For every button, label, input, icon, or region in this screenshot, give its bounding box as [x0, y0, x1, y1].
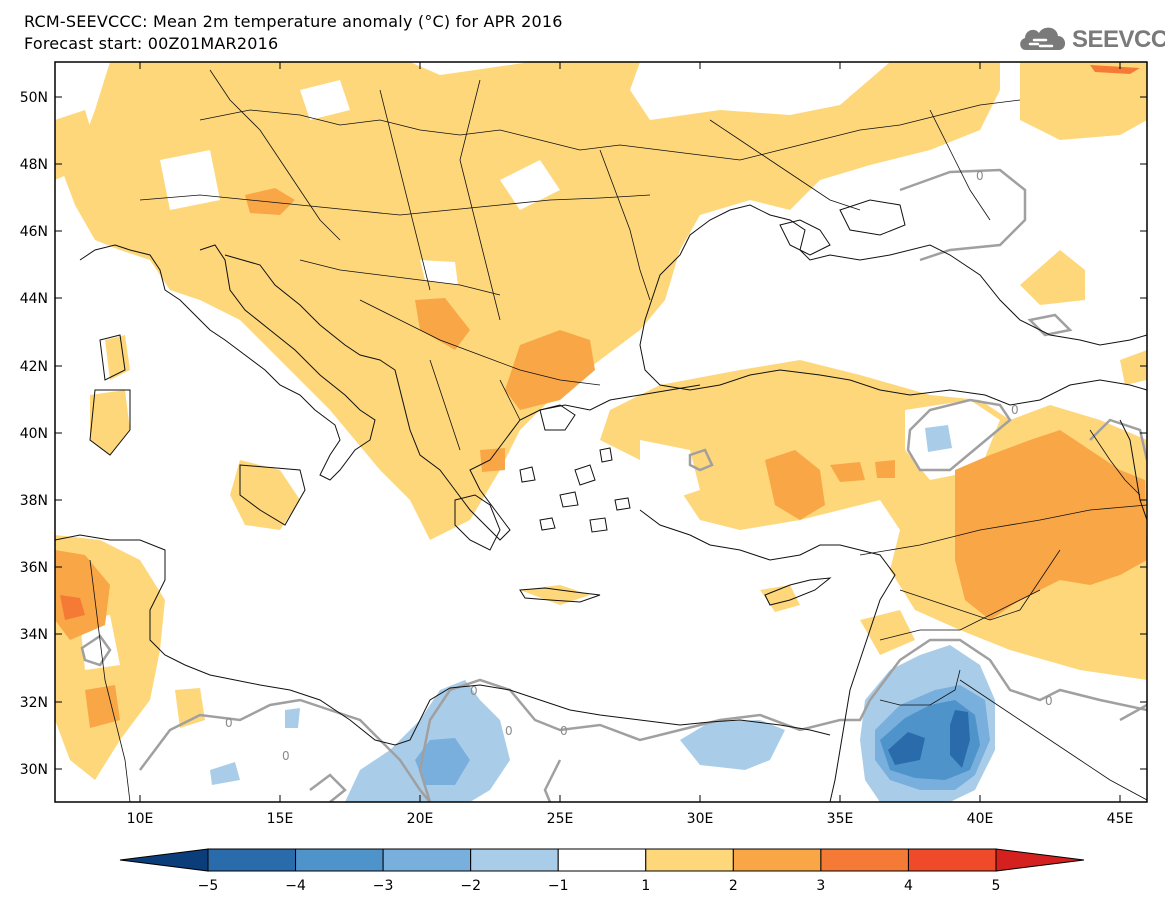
colorbar-tick-label: −5 [198, 878, 219, 894]
colorbar-segment [295, 848, 384, 872]
zero-contours [80, 168, 1147, 802]
colorbar-tick-label: −3 [373, 878, 394, 894]
colorbar-tick-label: −2 [460, 878, 481, 894]
country-borders [89, 69, 1147, 802]
lat-tick-labels: 50N 48N 46N 44N 42N 40N 38N 36N 34N 32N … [20, 90, 48, 778]
lat-tick-label: 50N [20, 90, 48, 106]
map-plot-area: 0 0 0 0 0 0 0 0 [55, 62, 1147, 802]
lat-tick-label: 30N [20, 762, 48, 778]
map-subtitle: Forecast start: 00Z01MAR2016 [24, 34, 279, 53]
colorbar-segment [820, 848, 909, 872]
colorbar-tick-label: 2 [729, 878, 738, 894]
lon-tick-label: 15E [267, 811, 294, 827]
lon-tick-label: 40E [967, 811, 994, 827]
colorbar-tick-label: 4 [904, 878, 913, 894]
colorbar-tick-label: −4 [285, 878, 306, 894]
coastlines [55, 199, 1147, 802]
lon-tick-label: 35E [827, 811, 854, 827]
lon-tick-label: 25E [547, 811, 574, 827]
anomaly-cold-level-4 [888, 710, 970, 768]
colorbar-segment [645, 848, 734, 872]
contour-label: 0 [560, 724, 568, 738]
colorbar-tick-label: 5 [992, 878, 1001, 894]
lat-tick-label: 44N [20, 291, 48, 307]
contour-label: 0 [1045, 694, 1053, 708]
contour-label: 0 [1011, 403, 1019, 417]
zero-contour-labels: 0 0 0 0 0 0 0 0 [225, 169, 1053, 763]
seevccc-logo: SEEVCCC [1016, 22, 1165, 56]
colorbar-segment [907, 848, 997, 872]
lon-axis [139, 62, 1121, 802]
colorbar-over-triangle [995, 848, 1085, 872]
map-title: RCM-SEEVCCC: Mean 2m temperature anomaly… [24, 12, 563, 31]
plot-frame [54, 61, 1148, 803]
lat-tick-label: 40N [20, 426, 48, 442]
contour-label: 0 [282, 749, 290, 763]
contour-label: 0 [976, 169, 984, 183]
lat-tick-label: 46N [20, 224, 48, 240]
colorbar-segment [732, 848, 822, 872]
colorbar: −5 −4 −3 −2 −1 1 2 3 4 5 [119, 848, 1085, 894]
colorbar-segment [382, 848, 472, 872]
colorbar-under-triangle [119, 848, 209, 872]
lat-tick-label: 38N [20, 493, 48, 509]
lon-tick-label: 30E [687, 811, 714, 827]
contour-label: 0 [225, 716, 233, 730]
lat-tick-label: 32N [20, 695, 48, 711]
colorbar-tick-label: −1 [548, 878, 569, 894]
lon-tick-label: 20E [407, 811, 434, 827]
lat-tick-label: 36N [20, 560, 48, 576]
colorbar-tick-label: 3 [816, 878, 825, 894]
colorbar-segment [557, 848, 647, 872]
contour-label: 0 [505, 724, 513, 738]
logo-text: SEEVCCC [1072, 26, 1165, 53]
anomaly-warm-level-3 [60, 65, 1140, 620]
colorbar-segment [207, 848, 297, 872]
lat-tick-label: 34N [20, 627, 48, 643]
lon-tick-label: 45E [1107, 811, 1134, 827]
lat-axis [55, 96, 1147, 770]
contour-label: 0 [470, 684, 478, 698]
lon-tick-label: 10E [127, 811, 154, 827]
lat-tick-label: 42N [20, 359, 48, 375]
cloud-logo-icon [1020, 27, 1066, 50]
lon-tick-labels: 10E 15E 20E 25E 30E 35E 40E 45E [127, 811, 1134, 827]
colorbar-segment [470, 848, 559, 872]
colorbar-tick-label: 1 [641, 878, 650, 894]
lat-tick-label: 48N [20, 157, 48, 173]
